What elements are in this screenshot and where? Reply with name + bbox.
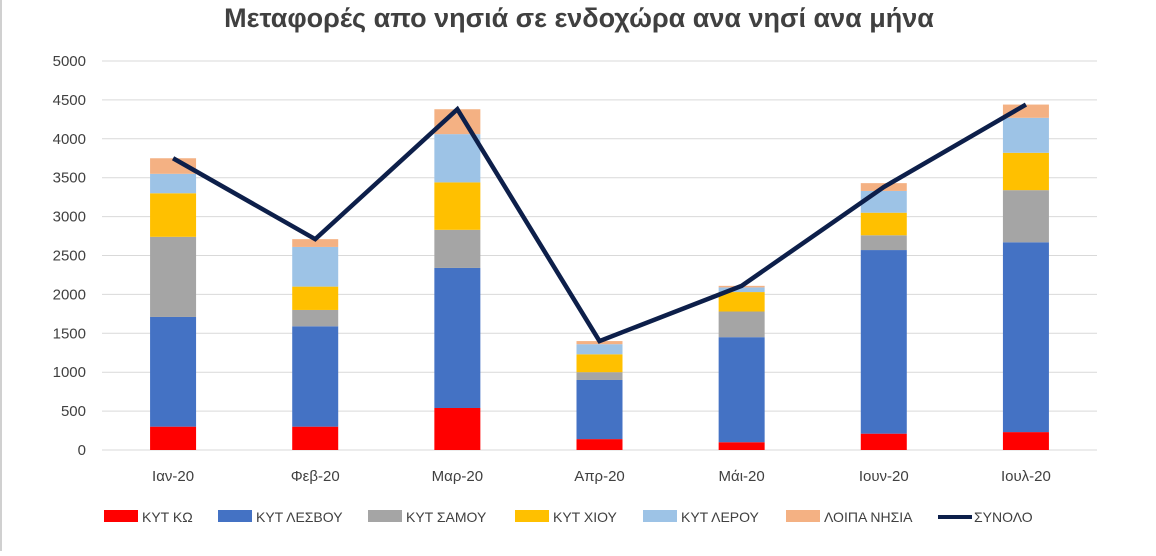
bar-segment (1002, 152, 1049, 191)
x-tick-label: Μάι-20 (719, 468, 765, 485)
bar-segment (860, 433, 907, 450)
y-tick-label: 2000 (53, 286, 86, 303)
legend-label: ΚΥΤ ΧΙΟΥ (553, 509, 618, 525)
bar-segment (576, 439, 623, 450)
legend-swatch (515, 510, 549, 522)
bar-segment (434, 267, 481, 408)
legend-swatch (643, 510, 677, 522)
y-tick-label: 5000 (53, 53, 86, 70)
x-tick-label: Φεβ-20 (291, 468, 340, 485)
bar-segment (718, 292, 765, 312)
bar-segment (292, 309, 339, 327)
y-tick-label: 0 (78, 442, 86, 459)
x-tick-label: Μαρ-20 (432, 468, 483, 485)
bar-segment (150, 316, 197, 427)
y-tick-label: 2500 (53, 248, 86, 265)
chart-title: Μεταφορές απο νησιά σε ενδοχώρα ανα νησί… (224, 3, 934, 33)
bar-segment (860, 250, 907, 434)
bar-segment (434, 134, 481, 183)
bar-segment (292, 426, 339, 450)
total-line-path (171, 102, 1028, 344)
bar-segment (150, 173, 197, 194)
bar-segment (150, 426, 197, 450)
total-line (171, 102, 1028, 344)
bar-segment (434, 182, 481, 230)
bar-segment (718, 311, 765, 338)
bar-segment (576, 354, 623, 373)
legend-swatch (786, 510, 820, 522)
bar-segment (150, 236, 197, 317)
bar-segment (150, 158, 197, 174)
bar-segment (292, 326, 339, 427)
legend-swatch (104, 510, 138, 522)
bar-segment (1002, 432, 1049, 450)
legend-label: ΚΥΤ ΛΕΡΟΥ (681, 509, 760, 525)
y-tick-label: 3000 (53, 209, 86, 226)
bar-segment (576, 344, 623, 355)
bar-segment (434, 407, 481, 450)
bar-segment (718, 287, 765, 293)
legend: ΚΥΤ ΚΩ ΚΥΤ ΛΕΣΒΟΥ ΚΥΤ ΣΑΜΟΥ ΚΥΤ ΧΙΟΥ ΚΥΤ ΛΕΡ… (104, 509, 1033, 525)
y-tick-label: 1000 (53, 364, 86, 381)
bar-segment (434, 229, 481, 268)
x-tick-label: Απρ-20 (574, 468, 625, 485)
legend-label: ΚΥΤ ΛΕΣΒΟΥ (256, 509, 343, 525)
bar-segment (576, 372, 623, 380)
bar-segment (1002, 190, 1049, 243)
bar-segment (1002, 117, 1049, 153)
bar-segment (860, 235, 907, 251)
y-tick-label: 3500 (53, 170, 86, 187)
legend-label: ΛΟΙΠΑ ΝΗΣΙΑ (824, 509, 913, 525)
x-tick-label: Ιουν-20 (859, 468, 909, 485)
x-tick-label: Ιαν-20 (152, 468, 194, 485)
legend-label: ΚΥΤ ΚΩ (142, 509, 193, 525)
y-tick-label: 1500 (53, 325, 86, 342)
y-axis-ticks: 0 500 1000 1500 2000 2500 3000 3500 4000 4500 5000 (53, 53, 86, 459)
x-axis-ticks: Ιαν-20 Φεβ-20 Μαρ-20 Απρ-20 Μάι-20 Ιουν-20 Ιου… (152, 468, 1051, 485)
gridlines (102, 60, 1097, 451)
bar-segment (292, 246, 339, 287)
y-tick-label: 4500 (53, 92, 86, 109)
bar-segment (292, 239, 339, 247)
bar-segment (150, 193, 197, 237)
bars (150, 104, 1049, 450)
legend-swatch (218, 510, 252, 522)
x-tick-label: Ιουλ-20 (1001, 468, 1051, 485)
legend-label: ΚΥΤ ΣΑΜΟΥ (406, 509, 487, 525)
bar-segment (718, 337, 765, 443)
bar-segment (1002, 104, 1049, 118)
legend-label: ΣΥΝΟΛΟ (974, 509, 1033, 525)
y-tick-label: 4000 (53, 131, 86, 148)
bar-segment (860, 190, 907, 213)
bar-segment (292, 286, 339, 310)
bar-segment (860, 212, 907, 236)
legend-swatch (368, 510, 402, 522)
bar-segment (576, 379, 623, 440)
y-tick-label: 500 (61, 403, 86, 420)
bar-segment (1002, 242, 1049, 433)
bar-segment (718, 442, 765, 450)
